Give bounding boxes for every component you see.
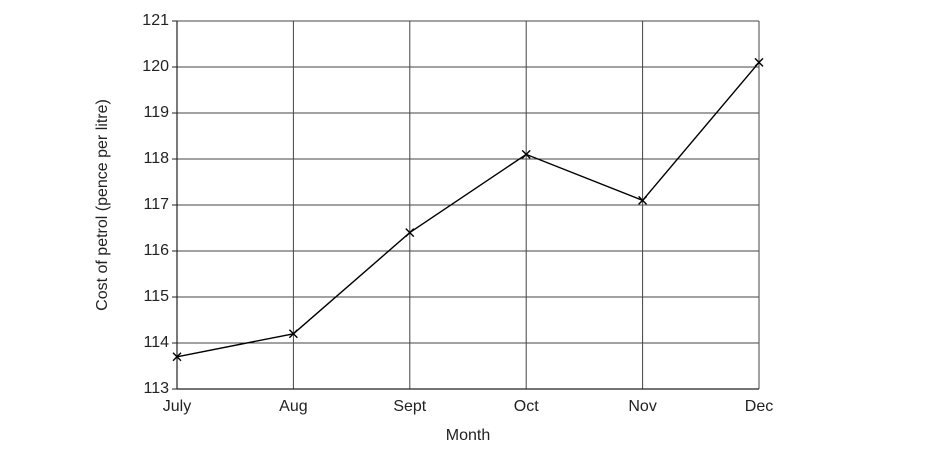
marker bbox=[405, 228, 415, 238]
x-axis-label: Month bbox=[446, 427, 490, 444]
marker bbox=[521, 149, 531, 159]
y-tick-label: 120 bbox=[142, 58, 169, 75]
x-tick-label: Sept bbox=[393, 398, 426, 415]
marker bbox=[638, 195, 648, 205]
x-tick-label: Dec bbox=[745, 398, 773, 415]
y-tick-label: 121 bbox=[142, 12, 169, 29]
x-tick-label: Nov bbox=[628, 398, 656, 415]
marker bbox=[172, 352, 182, 362]
y-tick-label: 117 bbox=[143, 196, 169, 213]
x-tick-label: Oct bbox=[514, 398, 539, 415]
y-tick-label: 115 bbox=[143, 288, 169, 305]
marker bbox=[754, 57, 764, 67]
y-axis-label: Cost of petrol (pence per litre) bbox=[94, 99, 111, 311]
x-tick-label: July bbox=[163, 398, 191, 415]
y-tick-label: 119 bbox=[143, 104, 169, 121]
y-tick-label: 114 bbox=[143, 334, 169, 351]
marker bbox=[288, 329, 298, 339]
line bbox=[176, 61, 760, 358]
x-tick-label: Aug bbox=[279, 398, 307, 415]
y-tick-label: 118 bbox=[143, 150, 169, 167]
y-tick-label: 113 bbox=[143, 380, 169, 397]
y-tick-label: 116 bbox=[143, 242, 169, 259]
